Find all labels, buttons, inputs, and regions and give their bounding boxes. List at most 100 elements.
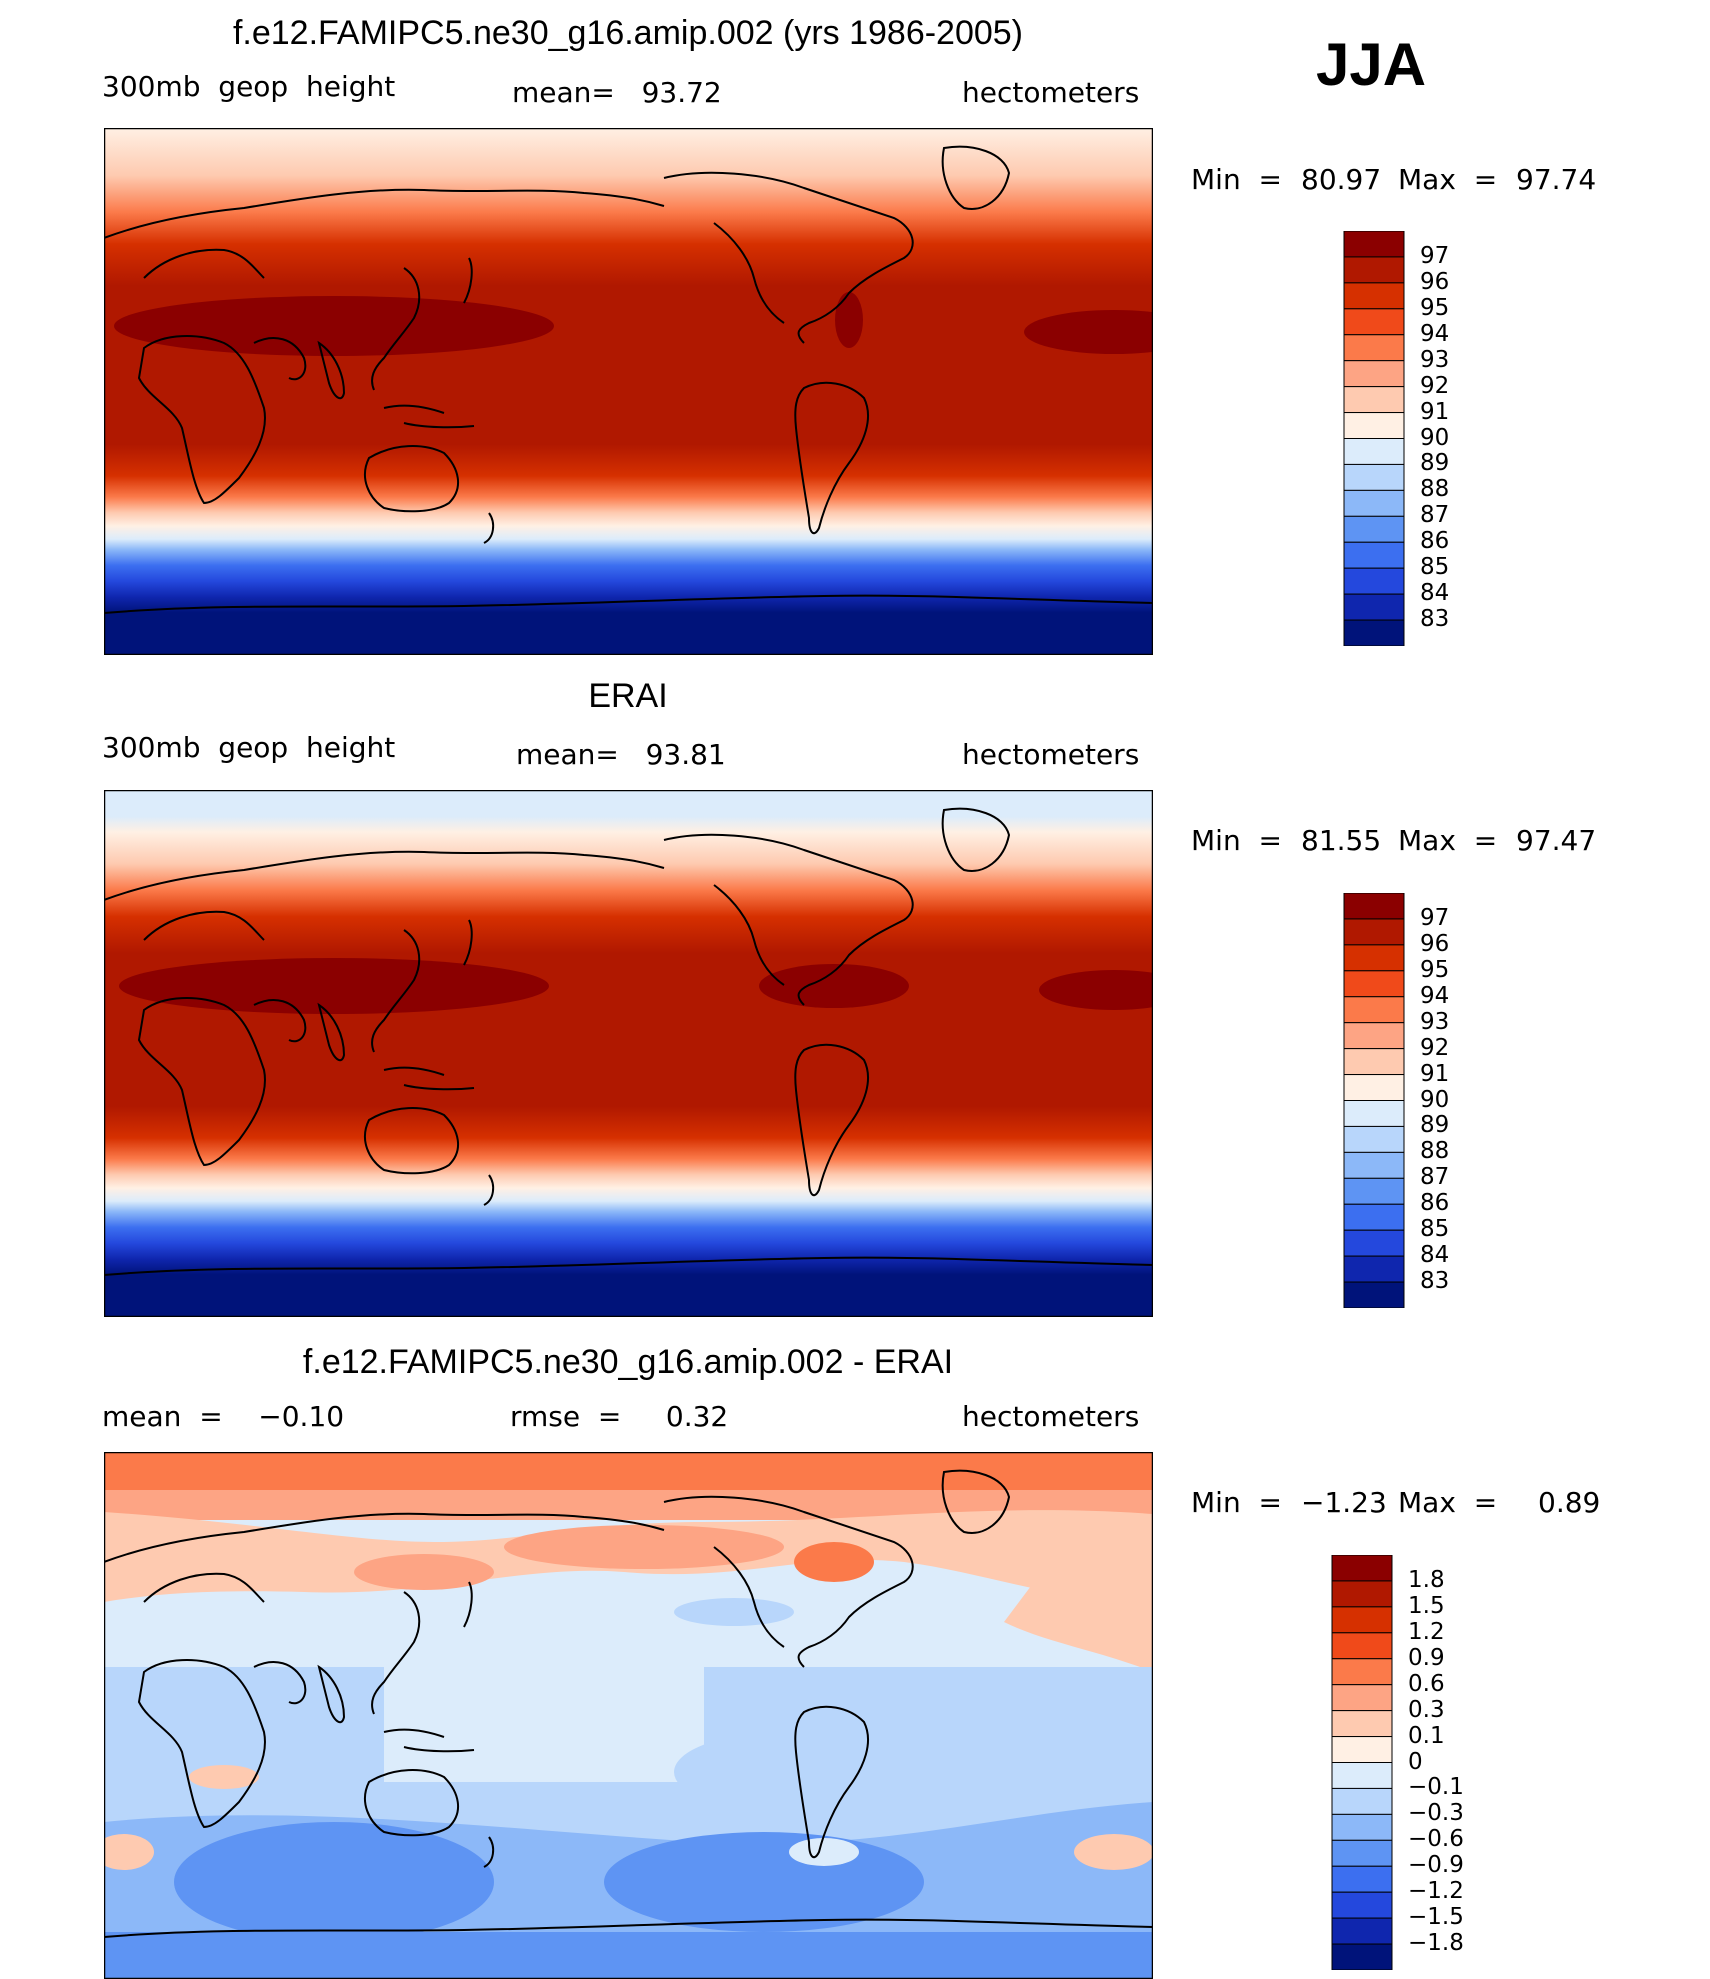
colorbar-box — [1331, 1632, 1393, 1660]
panel3-negative-pacific-mid — [674, 1732, 894, 1812]
coastline — [104, 1256, 1153, 1276]
colorbar-box — [1343, 438, 1405, 465]
colorbar-tick-label: 85 — [1420, 554, 1450, 581]
colorbar-box — [1331, 1891, 1393, 1919]
colorbar-box — [1331, 1555, 1393, 1582]
panel3-coastlines — [104, 1469, 1153, 1938]
colorbar-box — [1331, 1658, 1393, 1686]
colorbar-box — [1343, 593, 1405, 621]
coastline — [941, 807, 1011, 872]
colorbar-tick-label: 1.5 — [1408, 1592, 1445, 1619]
colorbar-tick-label: 88 — [1420, 1138, 1450, 1165]
panel3-positive-africa — [189, 1765, 259, 1789]
colorbar-tick-label: 1.2 — [1408, 1618, 1445, 1645]
panel1-max-label: Max = — [1398, 163, 1498, 196]
colorbar-box — [1331, 1917, 1393, 1945]
colorbar-tick-label: 87 — [1420, 1164, 1450, 1191]
panel2-colorbar-labels: 97 96 95 94 93 92 91 90 89 88 87 86 85 84 83 — [1420, 893, 1500, 1308]
colorbar-tick-label: 97 — [1420, 904, 1450, 931]
colorbar-box — [1343, 1281, 1405, 1308]
colorbar-tick-label: 0.3 — [1408, 1696, 1445, 1723]
panel1-center-label: mean= 93.72 — [512, 76, 722, 109]
colorbar-tick-label: 0.9 — [1408, 1644, 1445, 1671]
panel2-title: ERAI — [588, 677, 668, 715]
colorbar-box — [1331, 1606, 1393, 1634]
colorbar-tick-label: −0.1 — [1408, 1774, 1464, 1801]
colorbar-tick-label: 89 — [1420, 1112, 1450, 1139]
panel3-weak-negative-south-pacific — [789, 1838, 859, 1866]
colorbar-tick-label: 93 — [1420, 1008, 1450, 1035]
colorbar-box — [1343, 1022, 1405, 1050]
panel2-map — [104, 790, 1153, 1317]
colorbar-box — [1343, 1177, 1405, 1205]
panel1-field — [104, 128, 1153, 655]
colorbar-tick-label: 83 — [1420, 606, 1450, 633]
panel2-max-mexico — [759, 964, 909, 1008]
colorbar-tick-label: −0.3 — [1408, 1800, 1464, 1827]
colorbar-tick-label: 94 — [1420, 320, 1450, 347]
colorbar-box — [1343, 1048, 1405, 1076]
coastline — [104, 1512, 665, 1563]
panel2-left-label: 300mb geop height — [102, 731, 396, 764]
colorbar-box — [1331, 1736, 1393, 1763]
panel3-colorbar-labels: 1.8 1.5 1.2 0.9 0.6 0.3 0.1 0 −0.1 −0.3 −0.6 −0.9 −1… — [1408, 1555, 1498, 1970]
colorbar-box — [1343, 567, 1405, 595]
coastline — [137, 1659, 266, 1829]
panel2-max-band-atlantic — [1039, 970, 1153, 1010]
colorbar-box — [1343, 515, 1405, 543]
panel2-max-band-asia — [119, 958, 549, 1014]
colorbar-box — [1343, 308, 1405, 336]
panel3-title: f.e12.FAMIPC5.ne30_g16.amip.002 - ERAI — [302, 1343, 954, 1381]
panel3-max-label: Max = — [1398, 1486, 1498, 1519]
colorbar-box — [1343, 386, 1405, 414]
colorbar-tick-label: 90 — [1420, 1086, 1450, 1113]
colorbar-tick-label: 91 — [1420, 1060, 1450, 1087]
colorbar-box — [1343, 463, 1405, 491]
panel3-colorbar — [1331, 1555, 1393, 1970]
panel3-positive-blob-alaska — [794, 1542, 874, 1582]
colorbar-box — [1331, 1762, 1393, 1789]
colorbar-box — [1343, 282, 1405, 310]
colorbar-tick-label: 89 — [1420, 450, 1450, 477]
colorbar-box — [1343, 231, 1405, 258]
panel2-coastlines — [104, 807, 1153, 1276]
panel3-strong-negative-indian — [174, 1822, 494, 1942]
colorbar-box — [1343, 489, 1405, 517]
colorbar-tick-label: −0.6 — [1408, 1826, 1464, 1853]
colorbar-box — [1331, 1580, 1393, 1608]
panel3-left-label: mean = −0.10 — [102, 1400, 345, 1433]
colorbar-box — [1343, 1229, 1405, 1257]
coastline — [663, 1495, 914, 1668]
colorbar-box — [1343, 1151, 1405, 1179]
panel3-right-label: hectometers — [962, 1400, 1140, 1433]
colorbar-tick-label: 0.1 — [1408, 1722, 1445, 1749]
panel2-min-value: 81.55 — [1301, 824, 1382, 857]
colorbar-box — [1343, 1203, 1405, 1231]
colorbar-tick-label: 86 — [1420, 1190, 1450, 1217]
coastline — [663, 171, 914, 344]
panel3-min-value: −1.23 — [1301, 1486, 1387, 1519]
colorbar-tick-label: −0.9 — [1408, 1852, 1464, 1879]
coastline — [364, 1107, 459, 1175]
coastline — [253, 999, 346, 1062]
colorbar-box — [1343, 1074, 1405, 1101]
colorbar-tick-label: 83 — [1420, 1268, 1450, 1295]
coastline — [941, 145, 1011, 210]
colorbar-tick-label: 87 — [1420, 502, 1450, 529]
colorbar-box — [1343, 944, 1405, 972]
coastline — [483, 1836, 495, 1868]
coastline — [137, 335, 266, 505]
colorbar-tick-label: 94 — [1420, 982, 1450, 1009]
colorbar-tick-label: −1.2 — [1408, 1878, 1464, 1905]
coastline — [463, 1581, 473, 1628]
coastline — [371, 1591, 421, 1715]
colorbar-tick-label: 97 — [1420, 242, 1450, 269]
colorbar-box — [1331, 1839, 1393, 1867]
colorbar-tick-label: 0.6 — [1408, 1670, 1445, 1697]
colorbar-box — [1331, 1865, 1393, 1893]
colorbar-box — [1343, 918, 1405, 946]
colorbar-box — [1331, 1813, 1393, 1841]
colorbar-tick-label: 92 — [1420, 372, 1450, 399]
colorbar-tick-label: 1.8 — [1408, 1566, 1445, 1593]
panel1-min-label: Min = — [1191, 163, 1282, 196]
